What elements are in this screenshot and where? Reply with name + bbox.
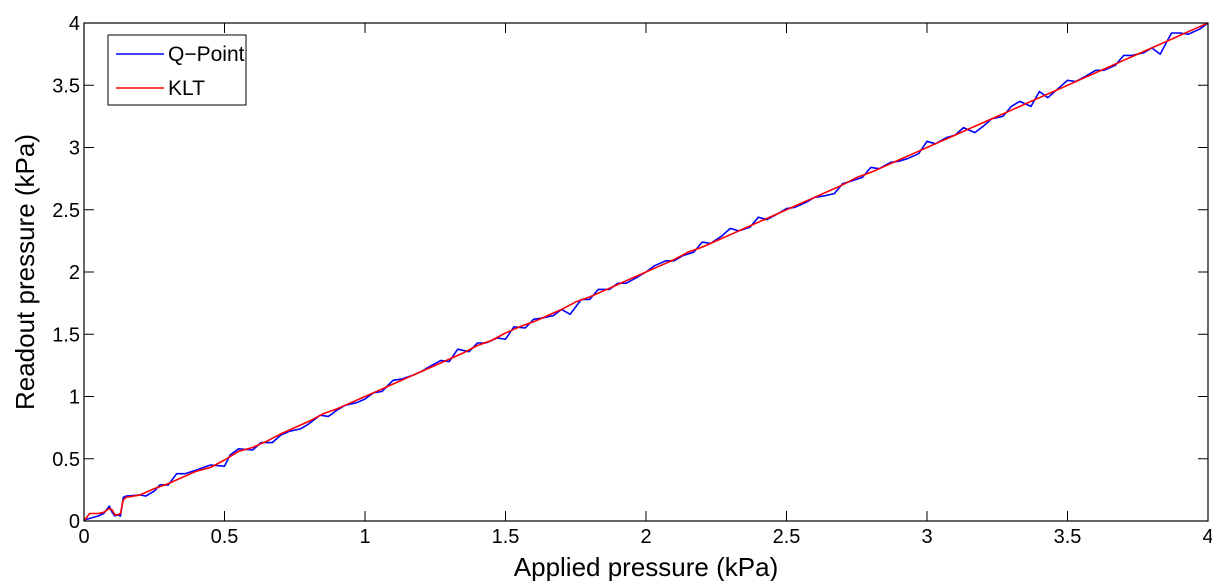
x-tick-label: 0.5 <box>211 526 239 548</box>
legend: Q−Point KLT <box>107 34 247 106</box>
legend-box <box>107 34 247 106</box>
y-tick-label: 1.5 <box>52 324 80 346</box>
x-tick-label: 2.5 <box>773 526 801 548</box>
x-tick-label: 1.5 <box>492 526 520 548</box>
x-tick-label: 0 <box>78 526 89 548</box>
y-tick-label: 2.5 <box>52 200 80 222</box>
y-tick-label: 1 <box>69 387 80 409</box>
y-tick-label: 2 <box>69 262 80 284</box>
y-tick-label: 0 <box>69 511 80 533</box>
x-tick-label: 3 <box>921 526 932 548</box>
y-tick-label: 3 <box>69 138 80 160</box>
x-tick-label: 2 <box>640 526 651 548</box>
x-tick-label: 4 <box>1202 526 1212 548</box>
y-axis-label: Readout pressure (kPa) <box>10 134 40 410</box>
series-line-klt <box>83 22 1209 522</box>
x-tick-label: 1 <box>359 526 370 548</box>
legend-label-klt: KLT <box>168 77 205 100</box>
y-tick-label: 4 <box>69 13 80 35</box>
y-tick-label: 3.5 <box>52 75 80 97</box>
y-tick-label: 0.5 <box>52 449 80 471</box>
ticks: 0 0.5 1 1.5 2 2.5 3 3.5 4 0 0.5 1 1.5 2 2.5 3 3.5 4 <box>52 13 1212 548</box>
x-tick-label: 3.5 <box>1054 526 1082 548</box>
x-axis-label: Applied pressure (kPa) <box>514 552 778 581</box>
plot-lines <box>83 22 1209 522</box>
legend-label-q-point: Q−Point <box>168 43 245 66</box>
